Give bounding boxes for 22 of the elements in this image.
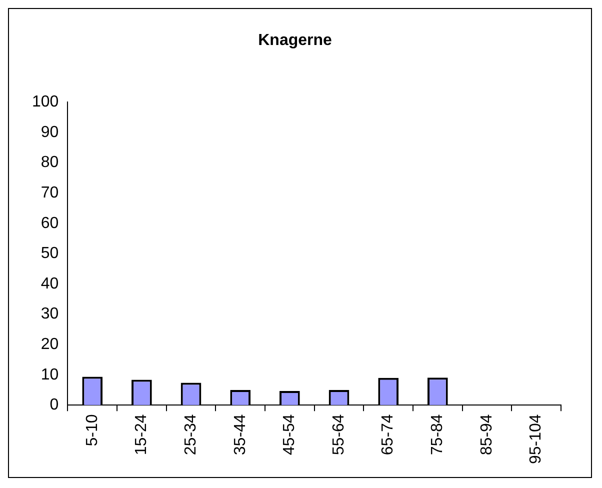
x-tick-label: 45-54 bbox=[281, 414, 298, 456]
y-tick-label: 30 bbox=[40, 306, 59, 323]
y-tick-label: 80 bbox=[40, 154, 59, 172]
y-tick-label: 50 bbox=[40, 245, 59, 262]
x-tick-label: 25-34 bbox=[182, 414, 200, 456]
y-tick-label: 40 bbox=[40, 275, 59, 292]
y-tick-label: 0 bbox=[50, 396, 59, 414]
y-tick-label: 10 bbox=[40, 366, 59, 384]
y-tick-label: 20 bbox=[40, 336, 59, 353]
chart-title: Knagerne bbox=[258, 32, 332, 50]
y-tick-label: 70 bbox=[40, 184, 59, 202]
x-tick-label: 15-24 bbox=[133, 414, 150, 456]
y-tick-label: 90 bbox=[40, 124, 59, 141]
x-tick-label: 85-94 bbox=[478, 414, 496, 456]
x-tick-label: 55-64 bbox=[330, 414, 348, 456]
y-tick-label: 60 bbox=[40, 214, 59, 232]
x-tick-label: 5-10 bbox=[84, 414, 101, 446]
x-tick-label: 75-84 bbox=[429, 414, 446, 456]
x-tick-label: 35-44 bbox=[232, 414, 249, 456]
y-tick-label: 100 bbox=[32, 94, 59, 111]
x-tick-label: 65-74 bbox=[380, 414, 397, 456]
x-tick-label: 95-104 bbox=[528, 414, 545, 464]
